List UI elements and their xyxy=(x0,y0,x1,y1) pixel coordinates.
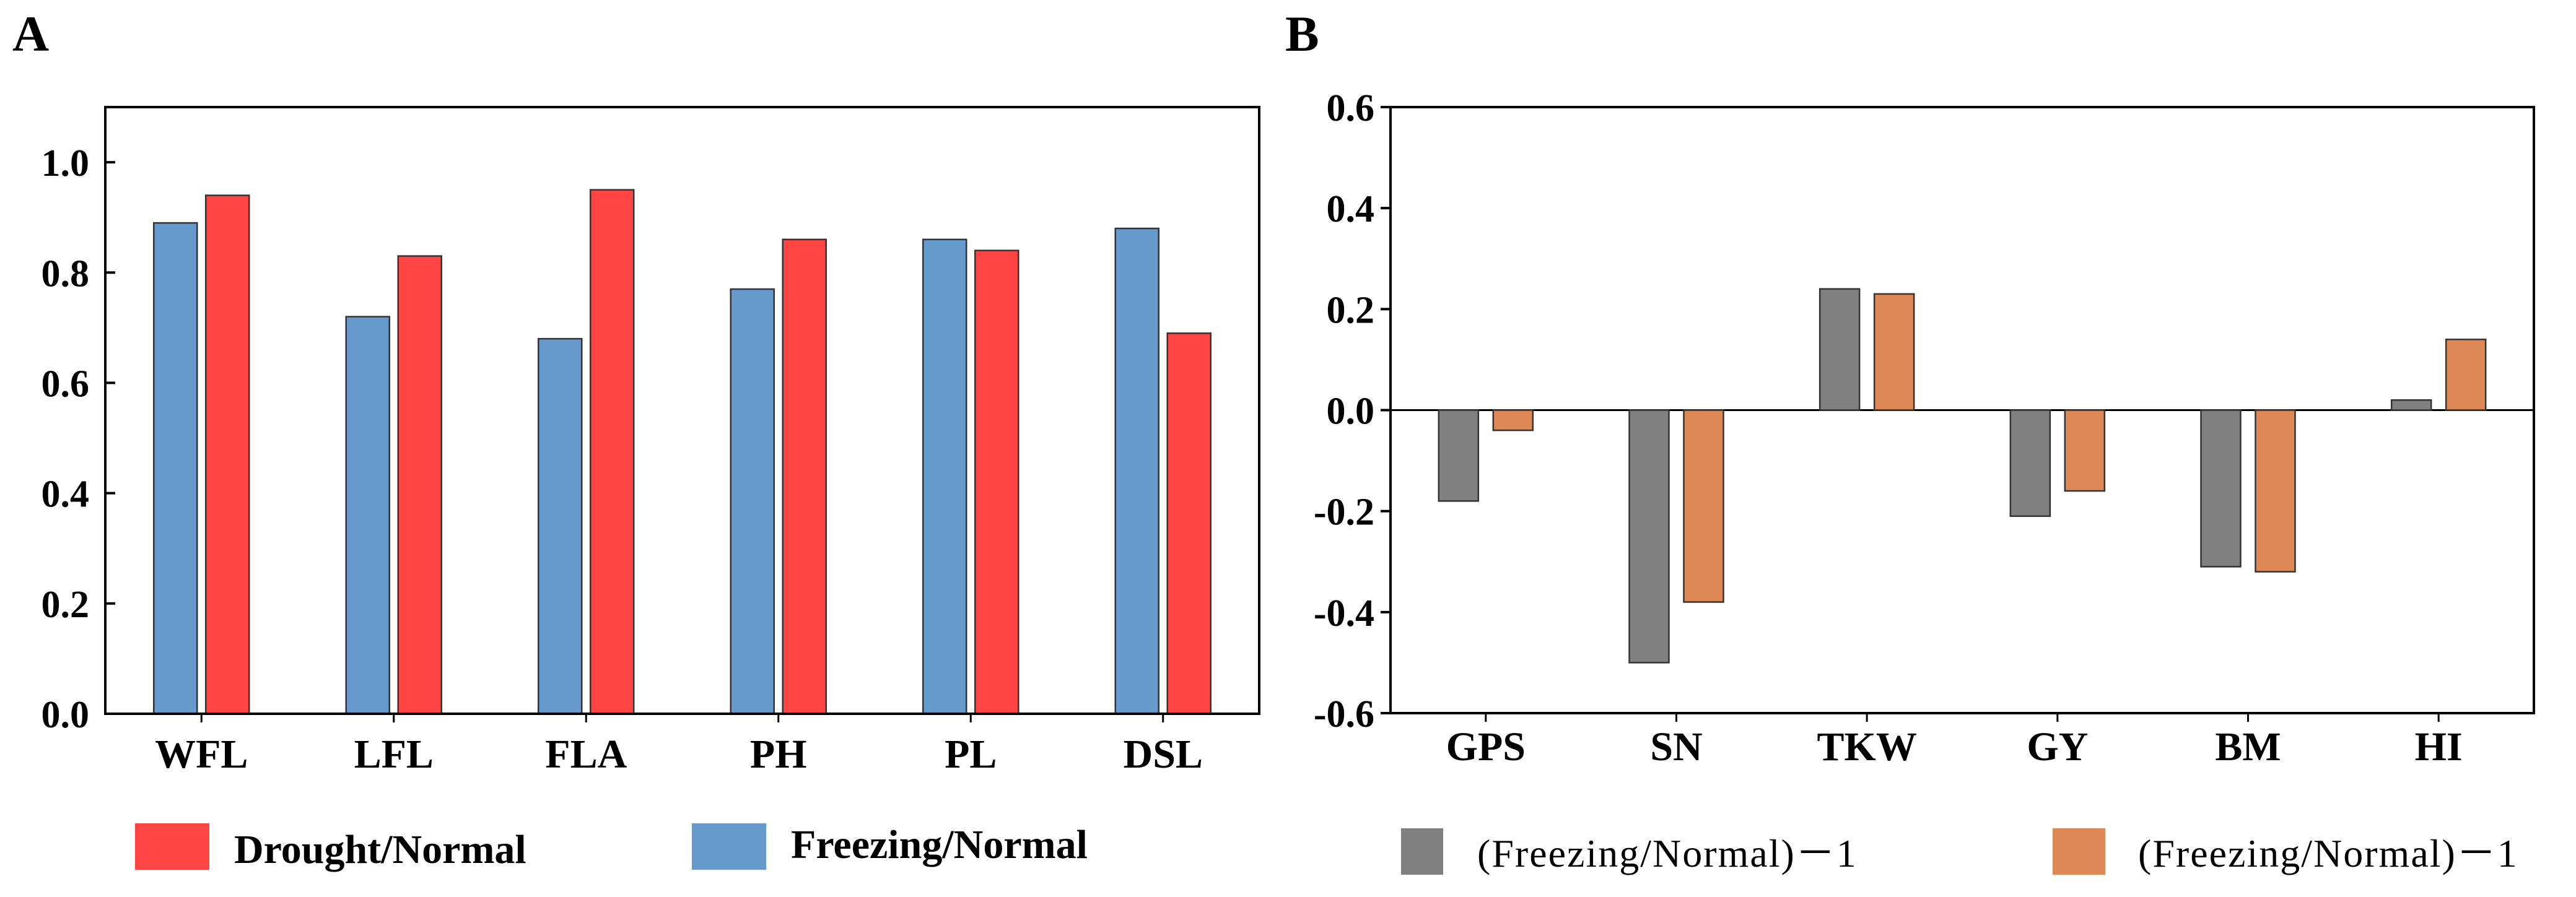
legend-label-b-1: (Freezing/Normal)－1 xyxy=(1477,831,1858,875)
bar-a-wfl-series-2 xyxy=(205,194,250,715)
legend-swatch-a-2 xyxy=(692,823,766,870)
y-tick-label-b: -0.6 xyxy=(1314,693,1374,735)
bar-a-ph-series-1 xyxy=(730,288,775,715)
y-tick-label-b: -0.4 xyxy=(1314,592,1374,635)
x-label-b-gy: GY xyxy=(2027,724,2088,769)
bar-a-pl-series-1 xyxy=(922,238,967,715)
bar-b-gy-series-2 xyxy=(2064,409,2106,492)
bar-a-lfl-series-1 xyxy=(345,316,390,715)
bar-a-dsl-series-2 xyxy=(1166,332,1212,715)
panel-a-chart: 0.0 0.2 0.4 0.6 0.8 1.0 WFL LFL FLA PH PL DSL Drough… xyxy=(41,106,1260,872)
y-tick-label-b: 0.0 xyxy=(1327,391,1375,433)
legend-label-a-2: Freezing/Normal xyxy=(791,822,1088,867)
y-tick-label-b: 0.4 xyxy=(1327,188,1375,230)
y-tick-label-a: 0.8 xyxy=(41,253,90,295)
x-label-a-fla: FLA xyxy=(545,732,627,777)
panel-b-chart: -0.6 -0.4 -0.2 0.0 0.2 0.4 0.6 GPS SN TKW GY BM HI (F… xyxy=(1314,87,2535,875)
bar-a-fla-series-1 xyxy=(538,337,583,715)
bar-a-fla-series-2 xyxy=(590,189,635,715)
bar-b-hi-series-1 xyxy=(2390,399,2432,411)
x-label-b-bm: BM xyxy=(2215,724,2281,769)
bar-b-hi-series-2 xyxy=(2445,339,2487,411)
bar-a-wfl-series-1 xyxy=(153,222,198,715)
x-label-b-gps: GPS xyxy=(1446,724,1526,769)
bar-b-tkw-series-2 xyxy=(1873,293,1915,411)
x-label-a-lfl: LFL xyxy=(354,732,434,777)
y-tick-label-b: 0.2 xyxy=(1327,289,1375,331)
bar-a-lfl-series-2 xyxy=(397,255,442,715)
x-label-a-wfl: WFL xyxy=(155,732,248,777)
bar-a-pl-series-2 xyxy=(974,249,1019,715)
bar-a-ph-series-2 xyxy=(782,238,827,715)
legend-swatch-a-1 xyxy=(135,823,209,870)
x-label-b-sn: SN xyxy=(1650,724,1702,769)
bar-a-dsl-series-1 xyxy=(1114,227,1159,715)
y-tick-label-b: -0.2 xyxy=(1314,492,1374,534)
bar-b-bm-series-1 xyxy=(2200,409,2242,568)
y-tick-label-a: 0.0 xyxy=(41,694,90,736)
y-tick-label-a: 0.6 xyxy=(41,363,90,405)
legend-label-a-1: Drought/Normal xyxy=(234,827,526,872)
plot-frame-a xyxy=(104,106,1260,715)
x-label-b-hi: HI xyxy=(2415,724,2463,769)
x-label-a-dsl: DSL xyxy=(1124,732,1203,777)
y-tick-label-a: 1.0 xyxy=(41,142,90,184)
panel-label-a: A xyxy=(12,6,49,62)
legend-swatch-b-2 xyxy=(2053,828,2105,875)
x-label-a-pl: PL xyxy=(945,732,997,777)
bar-b-sn-series-1 xyxy=(1628,409,1670,664)
bar-b-gps-series-1 xyxy=(1438,409,1480,502)
bar-b-gy-series-1 xyxy=(2009,409,2051,518)
y-tick-label-a: 0.4 xyxy=(41,474,90,516)
panel-label-b: B xyxy=(1285,6,1319,62)
legend-swatch-b-1 xyxy=(1401,828,1443,875)
y-tick-label-a: 0.2 xyxy=(41,584,90,626)
x-label-a-ph: PH xyxy=(750,732,807,777)
bar-b-tkw-series-1 xyxy=(1818,288,1861,411)
bar-b-bm-series-2 xyxy=(2255,409,2296,573)
bar-b-gps-series-2 xyxy=(1492,409,1534,431)
x-label-b-tkw: TKW xyxy=(1817,724,1916,769)
legend-label-b-2: (Freezing/Normal)－1 xyxy=(2138,831,2518,875)
y-tick-label-b: 0.6 xyxy=(1327,87,1375,129)
bar-b-sn-series-2 xyxy=(1683,409,1724,603)
